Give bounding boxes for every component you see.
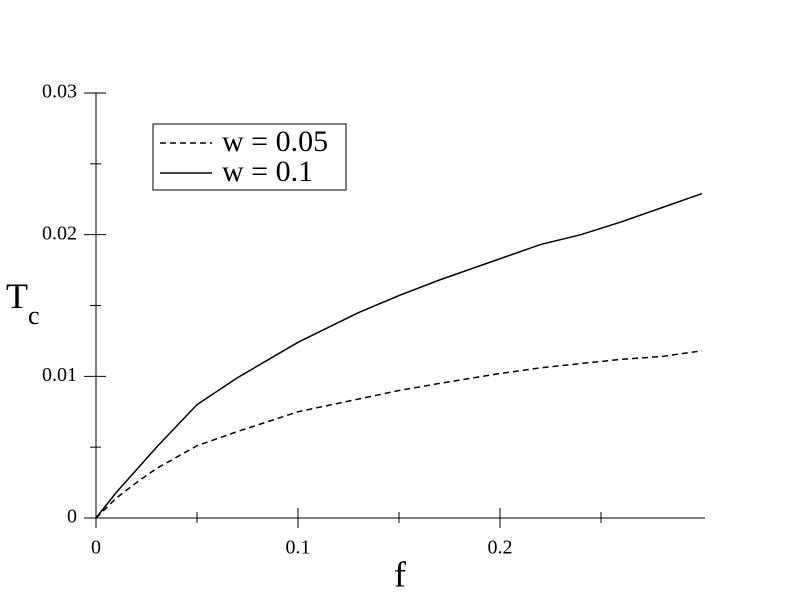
legend-box <box>152 123 347 191</box>
series-line <box>95 350 703 519</box>
x-tick-label: 0.1 <box>286 537 311 559</box>
legend-label: w = 0.1 <box>222 155 313 188</box>
y-tick-label: 0.01 <box>42 364 77 386</box>
y-axis-label: Tc <box>6 276 40 330</box>
y-label-sub: c <box>28 301 40 330</box>
x-axis-label: f <box>394 554 406 594</box>
y-tick-label: 0.02 <box>42 222 77 244</box>
x-tick-label: 0 <box>91 537 101 559</box>
y-tick-label: 0 <box>67 506 77 528</box>
legend-label: w = 0.05 <box>222 125 328 158</box>
x-tick-label: 0.2 <box>488 537 513 559</box>
y-label-main: T <box>6 276 28 316</box>
series-line <box>95 192 703 519</box>
y-tick-label: 0.03 <box>42 81 77 103</box>
